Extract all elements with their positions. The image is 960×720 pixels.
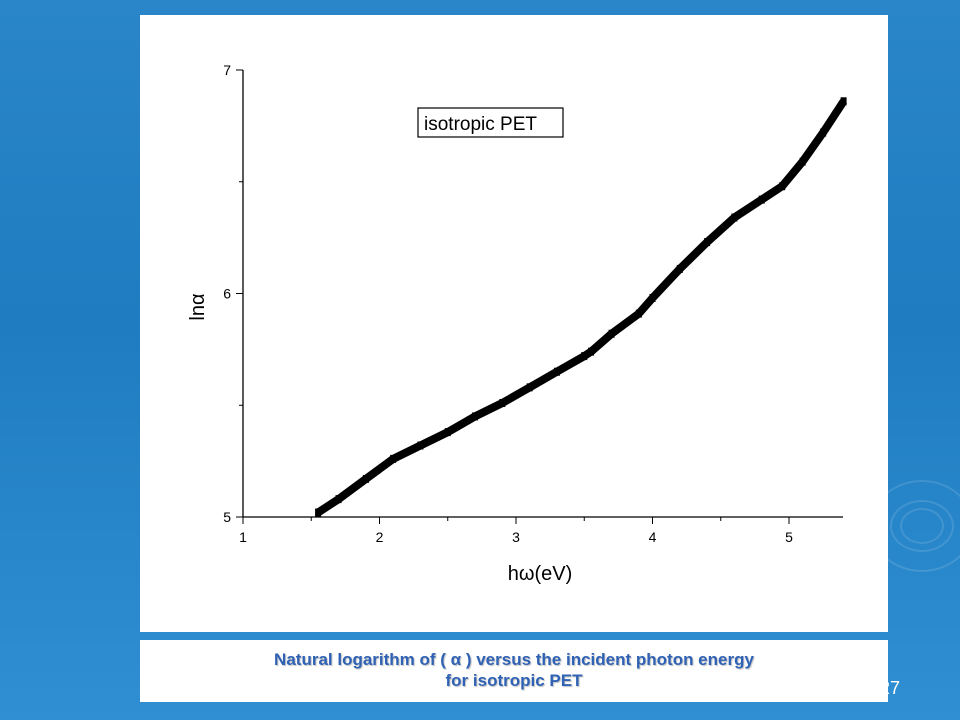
legend-frame	[417, 107, 564, 138]
data-point	[553, 367, 560, 376]
data-point	[676, 264, 683, 273]
x-tick-label: 4	[649, 529, 657, 545]
y-tick-label: 5	[223, 509, 231, 525]
data-point	[362, 475, 369, 484]
data-point	[820, 128, 827, 137]
series-layer	[315, 97, 847, 517]
data-point	[731, 213, 738, 222]
data-point	[499, 399, 506, 408]
data-point	[799, 157, 806, 166]
data-point	[390, 454, 397, 463]
data-point	[779, 182, 786, 191]
y-axis-label: lnα	[187, 293, 209, 320]
plot-panel: 1 2 3 4 5 5 6 7 isotropic PET hω(eV) lnα	[140, 15, 888, 632]
legend-label: isotropic PET	[424, 114, 537, 135]
caption-line-1: Natural logarithm of ( α ) versus the in…	[274, 650, 754, 669]
data-point	[608, 329, 615, 338]
legend-box: isotropic PET	[417, 107, 564, 138]
y-tick-label: 6	[223, 286, 231, 302]
chart: 1 2 3 4 5 5 6 7 isotropic PET hω(eV) lnα	[187, 62, 847, 585]
x-tick-label: 5	[785, 529, 793, 545]
data-point	[315, 508, 322, 517]
x-axis-label: hω(eV)	[508, 563, 573, 585]
slide-number: 27	[880, 678, 901, 698]
data-point	[588, 347, 595, 356]
data-point	[526, 383, 533, 392]
data-point	[444, 428, 451, 437]
data-point	[704, 238, 711, 247]
data-point	[581, 352, 588, 361]
data-point	[335, 495, 342, 504]
data-point	[472, 412, 479, 421]
x-tick-label: 2	[376, 529, 384, 545]
caption-line-2: for isotropic PET	[445, 671, 583, 690]
x-tick-label: 3	[512, 529, 520, 545]
data-point	[649, 293, 656, 302]
series-line	[315, 99, 847, 516]
data-point	[840, 97, 847, 106]
data-point	[758, 195, 765, 204]
axes: 1 2 3 4 5 5 6 7	[223, 62, 843, 545]
data-point	[417, 441, 424, 450]
x-tick-label: 1	[239, 529, 247, 545]
caption-panel: Natural logarithm of ( α ) versus the in…	[140, 640, 888, 702]
y-tick-label: 7	[223, 62, 231, 78]
data-point	[635, 309, 642, 318]
